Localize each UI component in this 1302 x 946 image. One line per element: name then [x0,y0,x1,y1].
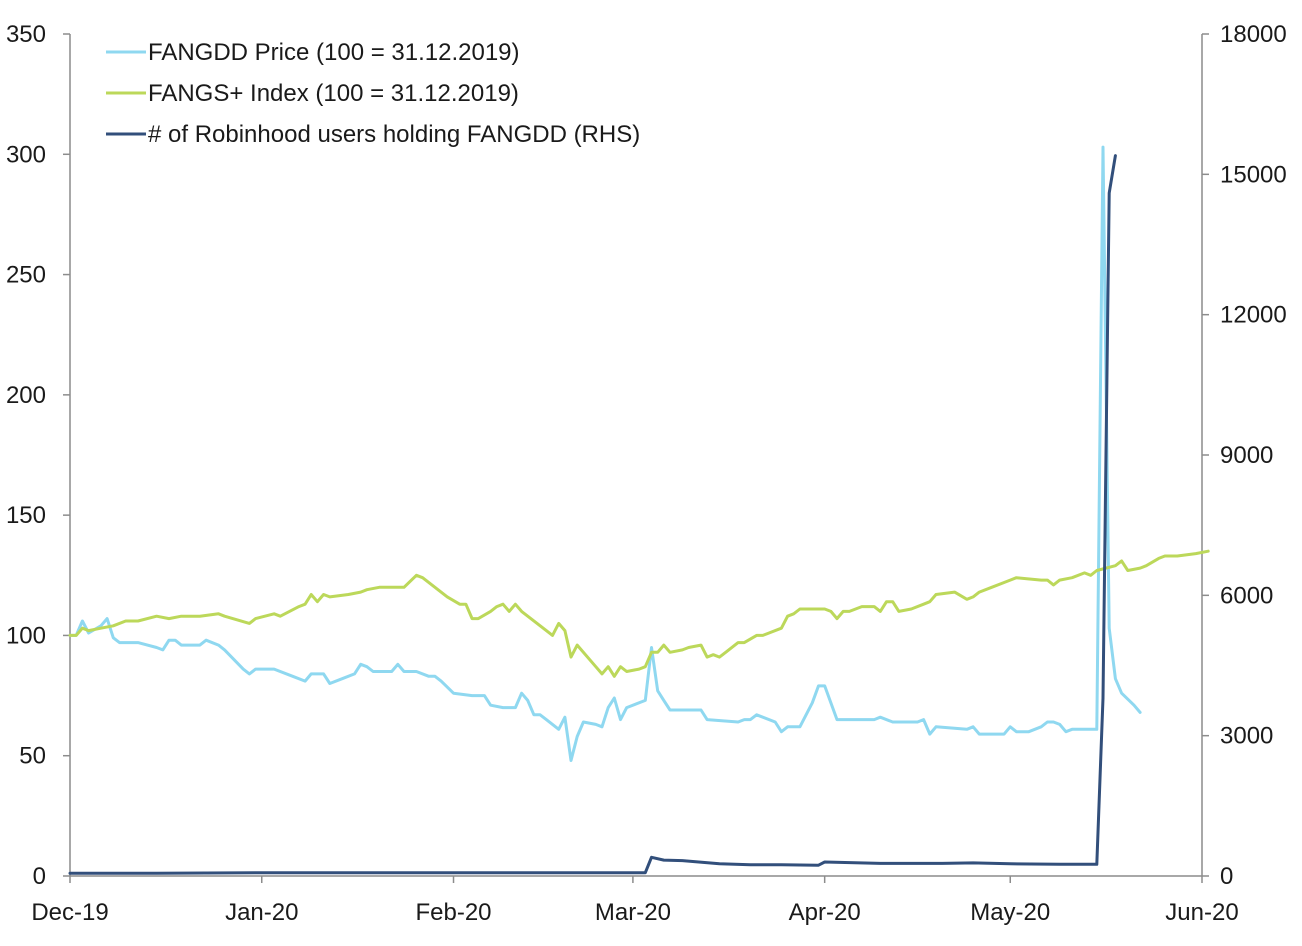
x-tick-label: Mar-20 [595,899,671,926]
x-tick-label: Jun-20 [1165,899,1238,926]
right-tick-label: 3000 [1220,723,1273,750]
right-tick-label: 9000 [1220,442,1273,469]
tick-labels: 0 50 100 150 200 250 300 350 0 3000 6000 9000 12000 1… [6,21,1287,926]
left-tick-label: 0 [33,863,46,890]
legend: FANGDD Price (100 = 31.12.2019) FANGS+ In… [106,39,640,148]
x-tick-label: Apr-20 [789,899,861,926]
left-tick-label: 300 [6,141,46,168]
series-line-1 [68,145,1142,762]
legend-label-1: FANGDD Price (100 = 31.12.2019) [148,39,520,66]
right-tick-label: 6000 [1220,582,1273,609]
x-tick-label: Dec-19 [31,899,108,926]
series-line-2 [68,549,1210,678]
x-tick-label: May-20 [970,899,1050,926]
right-tick-label: 15000 [1220,161,1287,188]
right-tick-label: 0 [1220,863,1233,890]
axes [63,33,1209,883]
x-tick-label: Feb-20 [415,899,491,926]
legend-label-3: # of Robinhood users holding FANGDD (RHS… [148,121,640,148]
plot-lines [68,145,1210,875]
series-line-3 [68,154,1117,875]
left-tick-label: 100 [6,622,46,649]
legend-label-2: FANGS+ Index (100 = 31.12.2019) [148,80,519,107]
right-tick-label: 18000 [1220,21,1287,48]
right-tick-label: 12000 [1220,302,1287,329]
left-tick-label: 250 [6,262,46,289]
left-tick-label: 50 [19,743,46,770]
left-tick-label: 200 [6,382,46,409]
x-tick-label: Jan-20 [225,899,298,926]
left-tick-label: 150 [6,502,46,529]
left-tick-label: 350 [6,21,46,48]
